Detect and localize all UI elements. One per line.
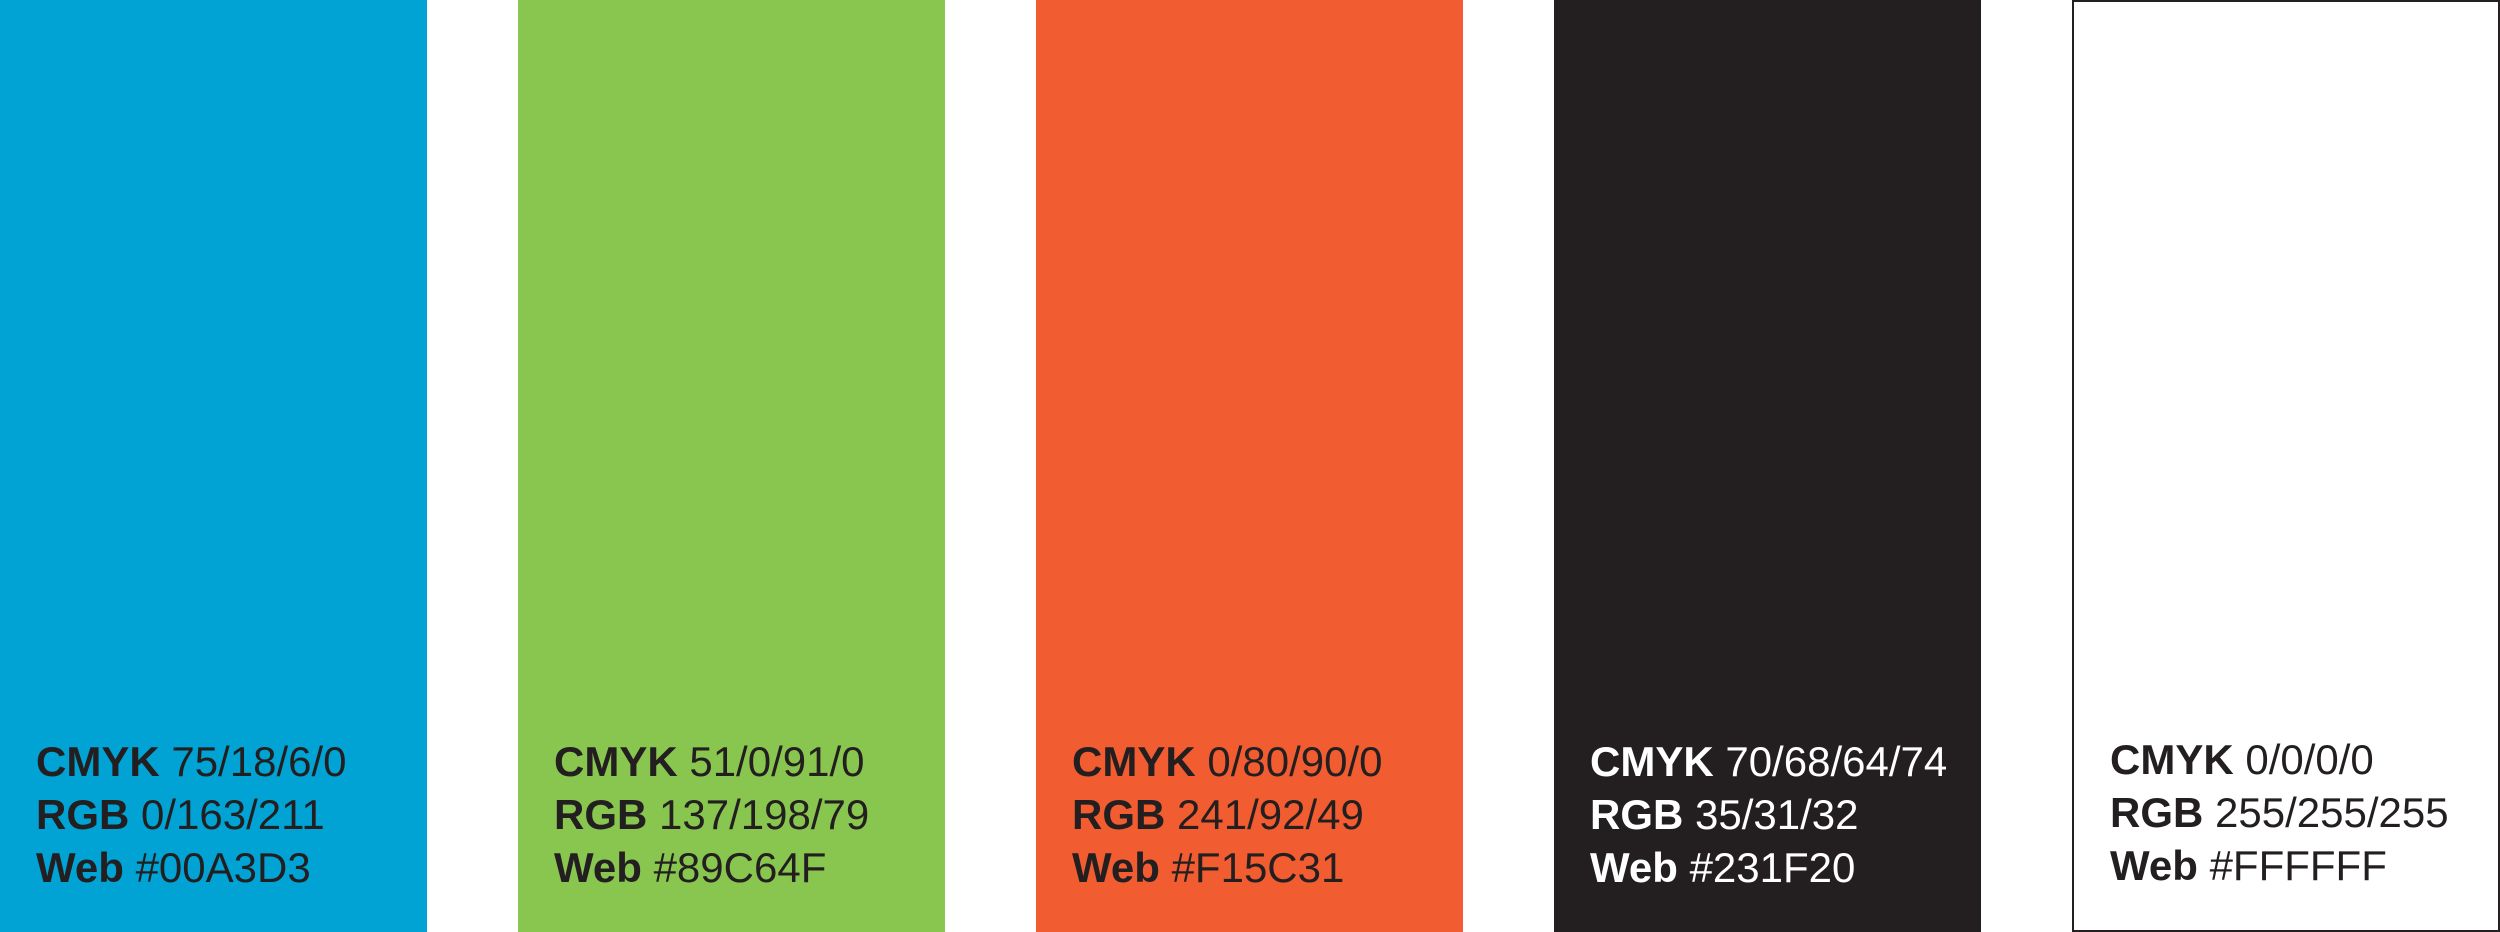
rgb-label: RGB	[36, 791, 130, 838]
color-swatch-black: CMYK 70/68/64/74 RGB 35/31/32 Web #231F2…	[1554, 0, 1981, 932]
cmyk-value: 70/68/64/74	[1725, 738, 1948, 785]
cmyk-label: CMYK	[1072, 738, 1196, 785]
cmyk-value: 0/80/90/0	[1207, 738, 1383, 785]
cmyk-line: CMYK 0/0/0/0	[2110, 733, 2449, 786]
color-specs: CMYK 51/0/91/0 RGB 137/198/79 Web #89C64…	[554, 735, 869, 894]
web-line: Web #231F20	[1590, 841, 1947, 894]
web-label: Web	[2110, 842, 2198, 889]
web-value: #89C64F	[653, 844, 827, 891]
web-label: Web	[1590, 844, 1678, 891]
color-specs: CMYK 0/0/0/0 RGB 255/255/255 Web #FFFFFF	[2110, 733, 2449, 892]
rgb-line: RGB 137/198/79	[554, 788, 869, 841]
web-label: Web	[36, 844, 124, 891]
cmyk-line: CMYK 51/0/91/0	[554, 735, 869, 788]
cmyk-value: 75/18/6/0	[171, 738, 347, 785]
color-swatch-orange: CMYK 0/80/90/0 RGB 241/92/49 Web #F15C31	[1036, 0, 1463, 932]
cmyk-label: CMYK	[2110, 736, 2234, 783]
web-value: #231F20	[1689, 844, 1856, 891]
web-value: #F15C31	[1171, 844, 1345, 891]
cmyk-label: CMYK	[1590, 738, 1714, 785]
cmyk-label: CMYK	[554, 738, 678, 785]
color-specs: CMYK 0/80/90/0 RGB 241/92/49 Web #F15C31	[1072, 735, 1383, 894]
rgb-line: RGB 255/255/255	[2110, 786, 2449, 839]
web-value: #FFFFFF	[2209, 842, 2387, 889]
web-label: Web	[554, 844, 642, 891]
cmyk-line: CMYK 0/80/90/0	[1072, 735, 1383, 788]
color-specs: CMYK 70/68/64/74 RGB 35/31/32 Web #231F2…	[1590, 735, 1947, 894]
rgb-value: 137/198/79	[659, 791, 870, 838]
rgb-value: 255/255/255	[2215, 789, 2449, 836]
cmyk-label: CMYK	[36, 738, 160, 785]
color-swatch-green: CMYK 51/0/91/0 RGB 137/198/79 Web #89C64…	[518, 0, 945, 932]
rgb-value: 0/163/211	[141, 791, 325, 838]
cmyk-value: 0/0/0/0	[2245, 736, 2374, 783]
cmyk-line: CMYK 75/18/6/0	[36, 735, 347, 788]
rgb-label: RGB	[1072, 791, 1166, 838]
web-value: #00A3D3	[135, 844, 311, 891]
web-line: Web #FFFFFF	[2110, 839, 2449, 892]
cmyk-line: CMYK 70/68/64/74	[1590, 735, 1947, 788]
color-swatch-white: CMYK 0/0/0/0 RGB 255/255/255 Web #FFFFFF	[2072, 0, 2500, 932]
rgb-line: RGB 35/31/32	[1590, 788, 1947, 841]
web-label: Web	[1072, 844, 1160, 891]
rgb-line: RGB 241/92/49	[1072, 788, 1383, 841]
web-line: Web #00A3D3	[36, 841, 347, 894]
web-line: Web #89C64F	[554, 841, 869, 894]
rgb-label: RGB	[1590, 791, 1684, 838]
color-swatch-blue: CMYK 75/18/6/0 RGB 0/163/211 Web #00A3D3	[0, 0, 427, 932]
color-specs: CMYK 75/18/6/0 RGB 0/163/211 Web #00A3D3	[36, 735, 347, 894]
cmyk-value: 51/0/91/0	[689, 738, 865, 785]
rgb-label: RGB	[2110, 789, 2204, 836]
rgb-label: RGB	[554, 791, 648, 838]
rgb-value: 35/31/32	[1695, 791, 1859, 838]
web-line: Web #F15C31	[1072, 841, 1383, 894]
rgb-line: RGB 0/163/211	[36, 788, 347, 841]
rgb-value: 241/92/49	[1177, 791, 1364, 838]
